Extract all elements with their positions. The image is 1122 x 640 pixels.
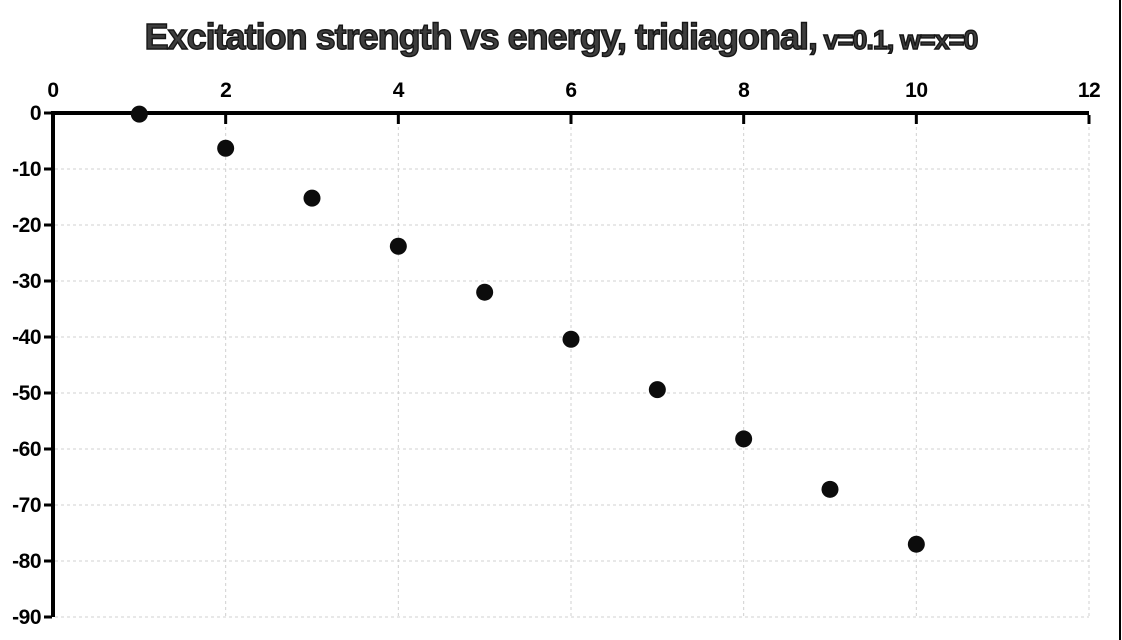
chart-title-main: Excitation strength vs energy, tridiagon… [144,15,819,57]
y-tick-label: -40 [12,326,41,349]
y-tick-label: -50 [12,382,41,405]
y-tick-label: -70 [12,494,41,517]
x-tick-label: 4 [393,79,405,102]
chart-title-params: v=0.1, w=x=0 [817,24,979,55]
y-tick-label: -20 [12,214,41,237]
data-point [562,330,580,348]
y-tick-label: -60 [12,438,41,461]
y-tick-label: -80 [12,550,41,573]
data-point [303,189,321,207]
y-tick-label: -10 [12,158,41,181]
x-tick-label: 8 [738,79,750,102]
x-tick-label: 6 [565,79,576,102]
data-point [907,535,925,553]
chart-title: Excitation strength vs energy, tridiagon… [0,15,1122,58]
data-point [217,139,235,157]
data-point [476,283,494,301]
x-tick-label: 12 [1078,79,1100,102]
data-point [735,430,753,448]
data-point [130,105,148,123]
window-right-border-line [1118,0,1121,640]
data-point [648,381,666,399]
x-tick-label: 2 [220,79,231,102]
x-tick-label: 10 [905,79,927,102]
x-tick-label: 0 [47,79,58,102]
y-tick-label: 0 [30,102,41,125]
data-point [389,237,407,255]
y-tick-label: -30 [12,270,41,293]
data-point [821,480,839,498]
y-tick-label: -90 [12,606,41,629]
